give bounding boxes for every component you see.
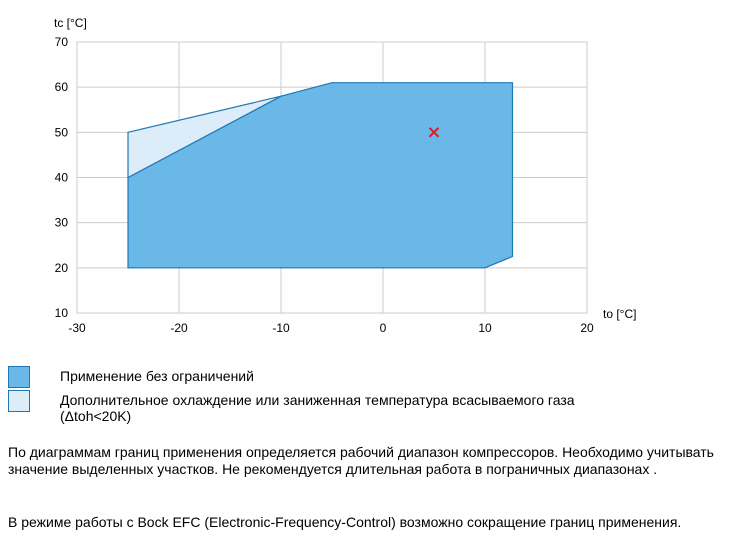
area-additional-cooling (127, 95, 282, 179)
x-tick-label: -30 (68, 321, 86, 335)
y-tick-label: 40 (55, 171, 69, 185)
y-axis-label: tc [°C] (54, 16, 87, 30)
x-axis-label: to [°C] (603, 307, 636, 321)
application-limits-chart: -30 -20 -10 0 10 20 10 20 30 40 50 60 70 to [°C] tc … (54, 16, 636, 335)
y-tick-label: 60 (55, 80, 69, 94)
legend-label-unrestricted: Применение без ограничений (60, 368, 254, 384)
x-tick-label: 10 (478, 321, 492, 335)
legend-label-additional-cooling: Дополнительное охлаждение или заниженная… (60, 392, 575, 424)
y-tick-label: 10 (55, 306, 69, 320)
y-tick-label: 50 (55, 125, 69, 139)
x-tick-label: 20 (580, 321, 594, 335)
legend-swatch-unrestricted (8, 366, 30, 388)
legend-swatch-additional-cooling (8, 390, 30, 412)
efc-note-paragraph: В режиме работы с Bock EFC (Electronic-F… (8, 514, 682, 530)
y-tick-label: 30 (55, 216, 69, 230)
x-tick-label: 0 (380, 321, 387, 335)
y-tick-label: 20 (55, 261, 69, 275)
x-tick-label: -10 (272, 321, 290, 335)
x-tick-label: -20 (170, 321, 188, 335)
legend-item: Применение без ограничений (8, 366, 733, 388)
description-paragraph: По диаграммам границ применения определя… (8, 444, 714, 477)
y-tick-label: 70 (55, 35, 69, 49)
legend-item: Дополнительное охлаждение или заниженная… (8, 390, 733, 424)
chart-areas (127, 82, 514, 269)
chart-markers (428, 127, 440, 138)
operating-point-marker (428, 127, 440, 138)
chart-ticks: -30 -20 -10 0 10 20 10 20 30 40 50 60 70 (55, 35, 594, 335)
legend: Применение без ограничений Дополнительно… (8, 366, 733, 426)
